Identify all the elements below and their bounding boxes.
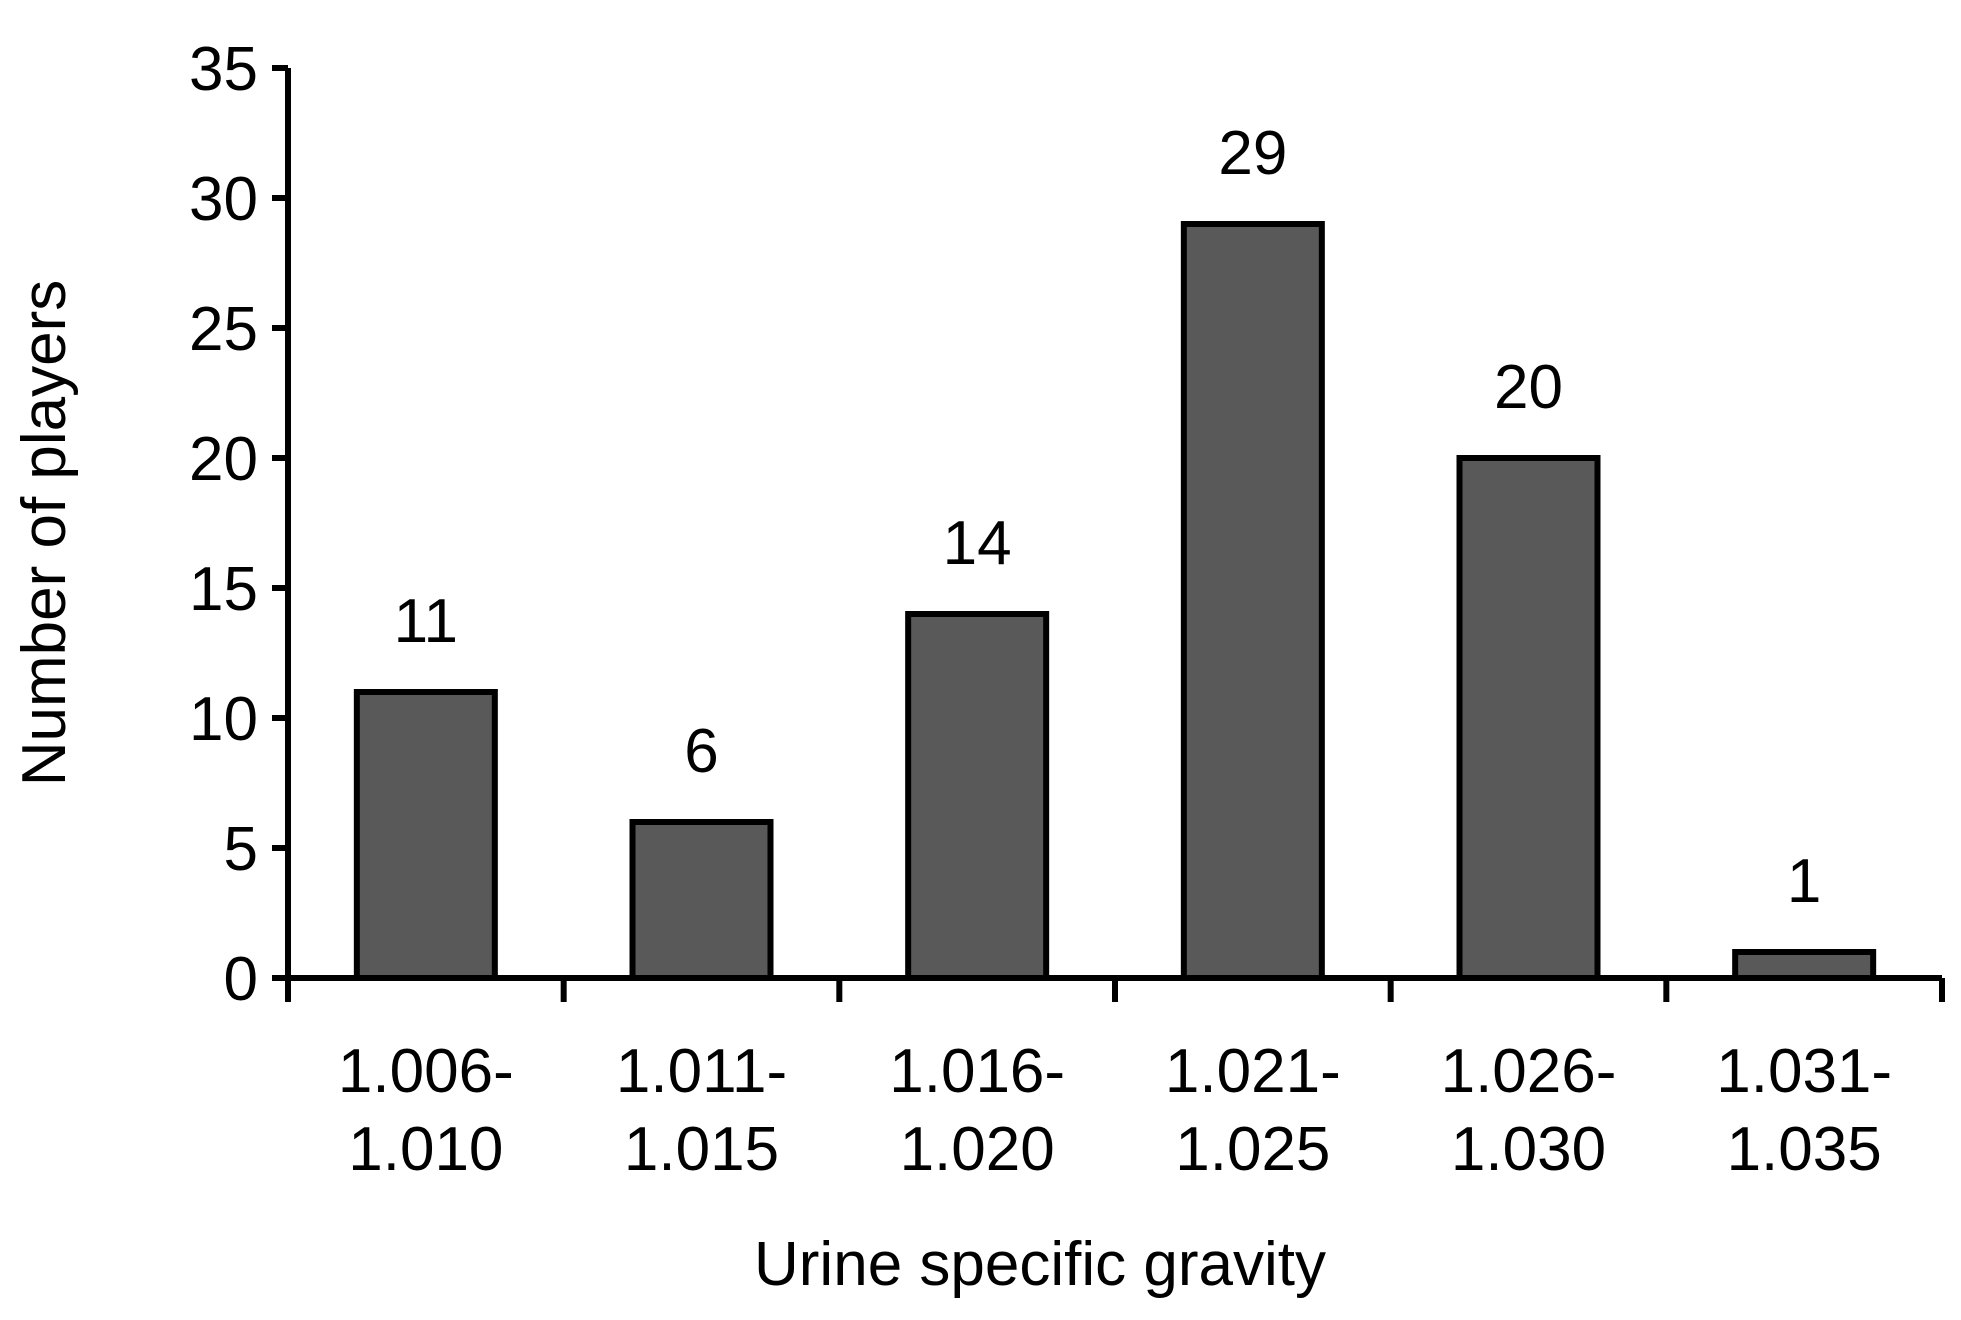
data-label: 29 bbox=[1218, 119, 1287, 188]
bar bbox=[1732, 949, 1877, 981]
y-tick-label: 25 bbox=[189, 295, 258, 364]
data-label: 6 bbox=[684, 717, 718, 786]
x-tick-label: 1.026-1.030 bbox=[1441, 1037, 1617, 1184]
data-label: 11 bbox=[394, 587, 458, 656]
y-tick-label: 35 bbox=[189, 35, 258, 104]
y-tick-label: 5 bbox=[224, 815, 258, 884]
y-tick-label: 30 bbox=[189, 165, 258, 234]
bars bbox=[353, 221, 1877, 981]
y-tick-label: 20 bbox=[189, 425, 258, 494]
data-label: 20 bbox=[1494, 353, 1563, 422]
data-label: 14 bbox=[943, 509, 1012, 578]
bar bbox=[353, 689, 498, 981]
data-labels: 11 6 14 29 20 1 bbox=[394, 119, 1822, 916]
x-axis: 1.006-1.010 1.011-1.015 1.016-1.020 1.021-1… bbox=[285, 975, 1945, 1184]
x-tick-label: 1.006-1.010 bbox=[338, 1037, 514, 1184]
y-axis: 0 5 10 15 20 25 30 35 bbox=[189, 35, 291, 1014]
bar bbox=[1456, 455, 1601, 981]
bar bbox=[629, 819, 774, 981]
x-tick-label: 1.016-1.020 bbox=[889, 1037, 1065, 1184]
y-axis-title: Number of players bbox=[10, 280, 79, 787]
bar bbox=[905, 611, 1050, 981]
x-tick-label: 1.031-1.035 bbox=[1716, 1037, 1892, 1184]
x-tick-label: 1.011-1.015 bbox=[616, 1037, 787, 1184]
x-tick-label: 1.021-1.025 bbox=[1165, 1037, 1341, 1184]
y-tick-label: 0 bbox=[224, 945, 258, 1014]
y-tick-label: 15 bbox=[189, 555, 258, 624]
bar bbox=[1180, 221, 1325, 981]
x-axis-title: Urine specific gravity bbox=[754, 1230, 1326, 1299]
data-label: 1 bbox=[1787, 847, 1821, 916]
y-tick-label: 10 bbox=[189, 685, 258, 754]
